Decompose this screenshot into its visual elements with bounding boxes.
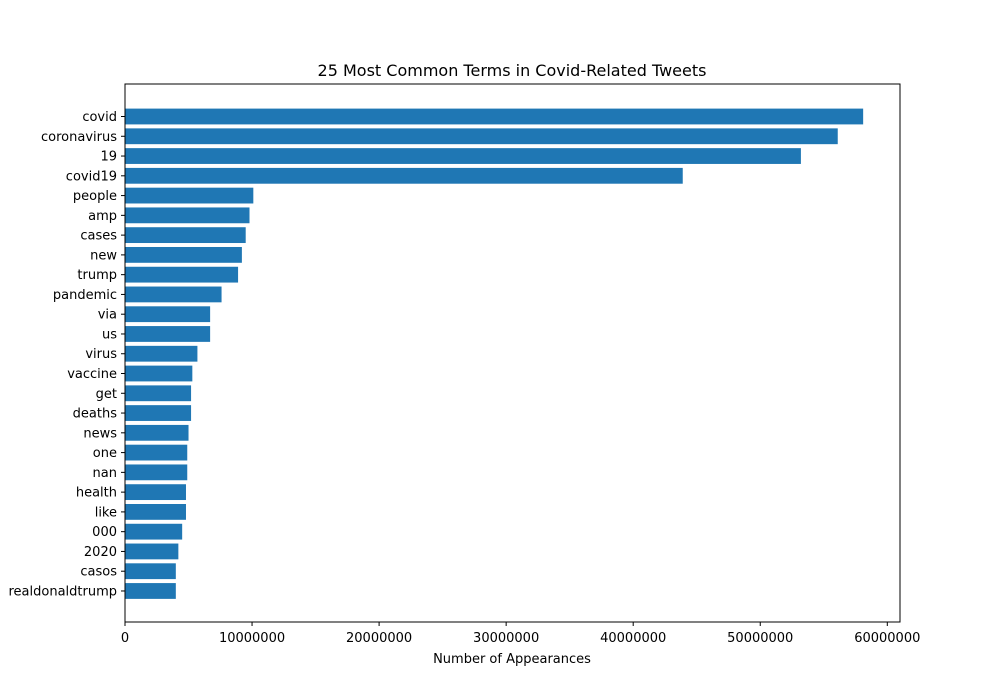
bar-casos <box>125 563 176 580</box>
bar-pandemic <box>125 286 222 303</box>
y-tick-label: cases <box>80 229 117 244</box>
bar-2020 <box>125 543 179 560</box>
y-tick-label: casos <box>80 565 117 580</box>
bar-virus <box>125 345 198 362</box>
y-tick-label: like <box>95 505 117 520</box>
bar-one <box>125 444 188 461</box>
bar-amp <box>125 207 250 224</box>
chart-title: 25 Most Common Terms in Covid-Related Tw… <box>318 61 707 80</box>
y-tick-label: coronavirus <box>41 130 117 145</box>
bar-get <box>125 385 192 402</box>
bar-nan <box>125 464 188 481</box>
bar-coronavirus <box>125 128 838 145</box>
y-axis-ticks: covid coronavirus 19 covid19 people amp cases n… <box>8 110 125 599</box>
y-tick-label: deaths <box>73 407 118 422</box>
bar-covid19 <box>125 167 683 184</box>
y-tick-label: vaccine <box>67 367 117 382</box>
y-tick-label: trump <box>77 268 117 283</box>
y-tick-label: pandemic <box>53 288 117 303</box>
y-tick-label: amp <box>88 209 117 224</box>
plot-frame <box>124 83 901 623</box>
y-tick-label: virus <box>85 347 117 362</box>
bar-new <box>125 246 242 263</box>
bar-cases <box>125 227 246 244</box>
x-axis-ticks: 0 10000000 20000000 30000000 40000000 5000000… <box>121 622 920 646</box>
y-tick-label: nan <box>93 466 117 481</box>
bar-trump <box>125 266 239 283</box>
y-tick-label: via <box>98 308 117 323</box>
y-tick-label: health <box>76 486 117 501</box>
bar-deaths <box>125 405 192 421</box>
bar-like <box>125 504 186 520</box>
x-tick-label: 60000000 <box>854 631 920 646</box>
y-tick-label: people <box>73 189 117 204</box>
bar-realdonaldtrump <box>125 583 176 599</box>
bar-health <box>125 484 186 501</box>
bar-000 <box>125 523 183 540</box>
y-tick-label: one <box>93 446 117 461</box>
x-tick-label: 20000000 <box>346 631 412 646</box>
y-tick-label: get <box>96 387 117 402</box>
y-tick-label: 000 <box>92 525 117 540</box>
x-tick-label: 0 <box>121 631 129 646</box>
bar-us <box>125 326 211 342</box>
bar-vaccine <box>125 365 193 382</box>
bar-19 <box>125 148 801 164</box>
y-tick-label: us <box>102 327 117 342</box>
x-tick-label: 50000000 <box>727 631 793 646</box>
x-tick-label: 40000000 <box>600 631 666 646</box>
bar-news <box>125 424 189 441</box>
y-tick-label: covid <box>82 110 117 125</box>
x-axis-label: Number of Appearances <box>433 652 591 667</box>
y-tick-label: new <box>90 248 117 263</box>
y-tick-label: 2020 <box>84 545 117 560</box>
bar-people <box>125 187 254 204</box>
x-tick-label: 10000000 <box>219 631 285 646</box>
bar-covid <box>125 108 864 125</box>
y-tick-label: news <box>83 426 117 441</box>
y-tick-label: 19 <box>100 150 117 165</box>
y-tick-label: realdonaldtrump <box>8 584 117 599</box>
x-tick-label: 30000000 <box>473 631 539 646</box>
bar-via <box>125 306 211 323</box>
bars-group <box>125 108 864 599</box>
y-tick-label: covid19 <box>66 169 117 184</box>
